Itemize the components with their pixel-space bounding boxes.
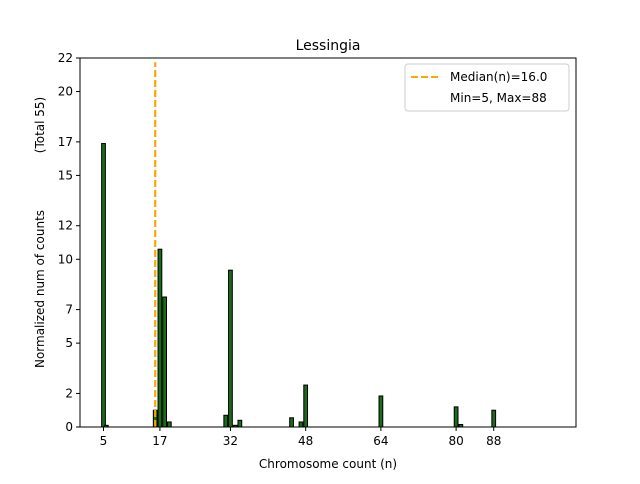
y-tick-label: 12 bbox=[58, 219, 73, 233]
chart-title: Lessingia bbox=[296, 38, 361, 54]
bar-34 bbox=[237, 419, 243, 428]
y-tick-label: 7 bbox=[65, 303, 73, 317]
bar-18 bbox=[162, 296, 168, 428]
legend-minmax-label: Min=5, Max=88 bbox=[450, 91, 547, 105]
x-tick-label: 5 bbox=[100, 434, 108, 448]
x-tick-label: 17 bbox=[152, 434, 167, 448]
y-tick-label: 10 bbox=[58, 252, 73, 266]
bar-88 bbox=[491, 409, 497, 428]
bars-group bbox=[101, 143, 497, 428]
x-tick-label: 88 bbox=[486, 434, 501, 448]
bar-48 bbox=[303, 384, 309, 428]
y-tick-label: 15 bbox=[58, 168, 73, 182]
y-tick-label: 17 bbox=[58, 135, 73, 149]
bar-17 bbox=[157, 248, 163, 428]
bar-47 bbox=[298, 421, 304, 428]
y-tick-label: 5 bbox=[65, 336, 73, 350]
bar-5 bbox=[101, 143, 106, 428]
bar-32 bbox=[228, 269, 233, 428]
bar-31 bbox=[223, 414, 229, 428]
bar-45 bbox=[289, 417, 294, 428]
x-axis-label: Chromosome count (n) bbox=[259, 457, 397, 471]
x-ticks: 5 17 32 48 64 80 88 bbox=[100, 427, 501, 448]
y-tick-label: 20 bbox=[58, 85, 73, 99]
x-tick-label: 32 bbox=[223, 434, 238, 448]
bar-80 bbox=[453, 406, 459, 428]
bar-19 bbox=[166, 421, 172, 428]
y-tick-label: 2 bbox=[65, 386, 73, 400]
y-axis-label: Normalized num of counts bbox=[33, 210, 47, 368]
y-tick-label: 0 bbox=[65, 420, 73, 434]
x-tick-label: 80 bbox=[448, 434, 463, 448]
y-axis-total-label: (Total 55) bbox=[33, 97, 47, 153]
legend-median-label: Median(n)=16.0 bbox=[450, 70, 547, 84]
legend: Median(n)=16.0 Min=5, Max=88 bbox=[404, 63, 570, 112]
x-tick-label: 48 bbox=[298, 434, 313, 448]
x-tick-label: 64 bbox=[373, 434, 388, 448]
plot-frame bbox=[79, 57, 577, 428]
y-ticks: 0 2 5 7 10 12 15 17 20 22 bbox=[58, 51, 80, 434]
bar-64 bbox=[378, 395, 384, 428]
y-tick-label: 22 bbox=[58, 51, 73, 65]
legend-box bbox=[404, 63, 570, 112]
